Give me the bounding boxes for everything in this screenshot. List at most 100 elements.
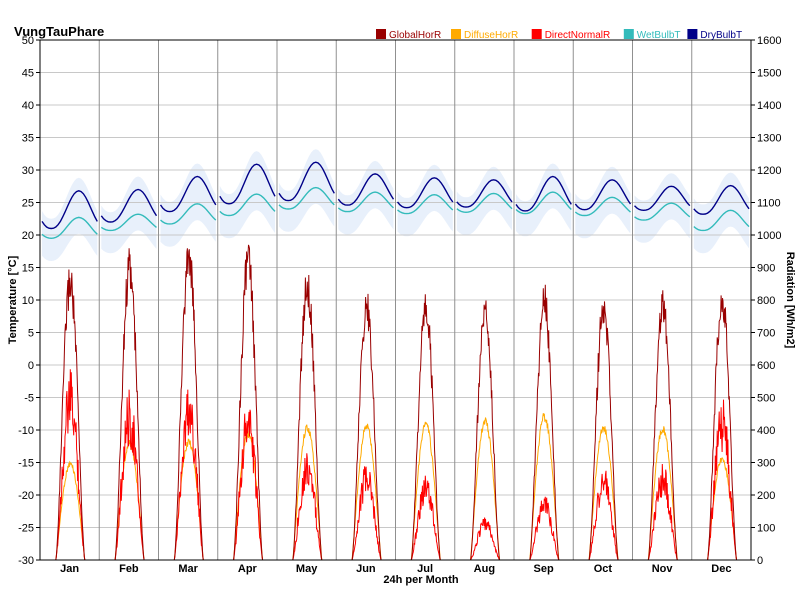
x-tick-label: Dec [711, 563, 731, 575]
series-line-wetbulbt [515, 191, 572, 215]
y-tick-label-right: 200 [757, 490, 775, 502]
series-line-globalhorr [42, 269, 98, 561]
y-tick-label-right: 1300 [757, 133, 781, 145]
y-tick-label-left: 20 [22, 230, 34, 242]
y-tick-label-left: -30 [18, 555, 34, 567]
x-tick-label: Sep [534, 563, 554, 575]
legend-swatch [687, 29, 698, 39]
series-line-directnormalr [634, 463, 690, 561]
series-line-diffusehorr [516, 413, 572, 561]
y-tick-label-left: -20 [18, 490, 34, 502]
y-tick-label-left: 40 [22, 100, 34, 112]
series-line-globalhorr [516, 284, 572, 561]
x-tick-label: Feb [119, 563, 139, 575]
series-line-drybulbt [574, 179, 632, 211]
series-line-diffusehorr [634, 426, 690, 561]
legend-label: DiffuseHorR [464, 30, 518, 41]
legend-item-wetbulbt: WetBulbT [623, 29, 681, 41]
temperature-range-band [219, 151, 275, 239]
y-tick-label-left: -10 [18, 425, 34, 437]
series-line-drybulbt [41, 190, 98, 230]
series-line-wetbulbt [160, 203, 217, 225]
y-tick-label-left: 0 [28, 360, 34, 372]
x-tick-label: Aug [474, 563, 495, 575]
series-line-drybulbt [159, 175, 217, 213]
legend-item-diffusehorr: DiffuseHorR [451, 29, 518, 41]
series-line-globalhorr [101, 248, 157, 561]
x-tick-label: Jun [356, 563, 376, 575]
y-tick-label-left: 10 [22, 295, 34, 307]
series-line-globalhorr [693, 295, 749, 561]
chart-title: VungTauPhare [14, 24, 104, 39]
series-line-drybulbt [396, 177, 454, 209]
legend-item-drybulbt: DryBulbT [687, 29, 742, 41]
series-line-directnormalr [456, 517, 512, 561]
y-tick-label-right: 400 [757, 425, 775, 437]
series-line-drybulbt [515, 175, 572, 212]
x-tick-label: Oct [594, 563, 613, 575]
series-line-wetbulbt [456, 192, 513, 214]
series-line-directnormalr [160, 389, 216, 561]
y-tick-label-left: 15 [22, 263, 34, 275]
y-tick-label-right: 600 [757, 360, 775, 372]
legend-swatch [623, 29, 634, 39]
series-line-wetbulbt [100, 213, 157, 232]
series-line-globalhorr [219, 244, 275, 561]
y-tick-label-right: 1600 [757, 35, 781, 47]
series-line-wetbulbt [278, 186, 335, 210]
y-tick-label-left: 30 [22, 165, 34, 177]
y-tick-label-right: 300 [757, 458, 775, 470]
y-tick-label-right: 1100 [757, 198, 781, 210]
y-tick-label-right: 1000 [757, 230, 781, 242]
y-tick-label-right: 0 [757, 555, 763, 567]
temperature-range-band [693, 172, 749, 254]
series-line-wetbulbt [693, 209, 750, 232]
x-tick-label: May [296, 563, 318, 575]
y-tick-label-right: 900 [757, 263, 775, 275]
legend-swatch [451, 29, 461, 39]
series-line-wetbulbt [337, 191, 394, 213]
y-tick-label-right: 100 [757, 523, 775, 535]
series-line-directnormalr [516, 496, 572, 561]
y-tick-label-right: 800 [757, 295, 775, 307]
x-axis-label: 24h per Month [383, 574, 458, 586]
y-tick-label-left: -15 [18, 458, 34, 470]
series-line-directnormalr [397, 475, 453, 561]
series-line-wetbulbt [634, 202, 691, 221]
series-line-diffusehorr [279, 424, 335, 561]
y-tick-label-left: 45 [22, 68, 34, 80]
x-tick-label: Jan [60, 563, 79, 575]
temperature-range-band [516, 163, 572, 237]
series-line-diffusehorr [575, 426, 631, 561]
y-tick-label-left: 35 [22, 133, 34, 145]
y-tick-label-right: 1500 [757, 68, 781, 80]
legend-label: DirectNormalR [545, 30, 611, 41]
y-tick-label-right: 1400 [757, 100, 781, 112]
series-line-wetbulbt [41, 216, 98, 240]
legend-swatch [531, 29, 542, 39]
series-line-drybulbt [100, 188, 158, 223]
series-line-directnormalr [575, 470, 631, 561]
series-line-globalhorr [575, 301, 631, 561]
y-tick-label-left: -5 [24, 393, 34, 405]
legend-swatch [376, 29, 386, 39]
y-tick-label-left: 5 [28, 328, 34, 340]
y-axis-label-right: Radiation [Wh/m2] [784, 252, 796, 349]
legend-item-directnormalr: DirectNormalR [531, 29, 611, 41]
temperature-range-band [160, 163, 216, 247]
y-tick-label-right: 700 [757, 328, 775, 340]
series-line-directnormalr [42, 369, 98, 561]
x-tick-label: Mar [178, 563, 198, 575]
series-line-directnormalr [693, 399, 749, 561]
series-line-diffusehorr [397, 421, 453, 561]
series-line-globalhorr [160, 248, 216, 561]
series-line-globalhorr [338, 293, 394, 561]
series-line-globalhorr [634, 290, 690, 561]
series-layer [41, 161, 750, 561]
legend-label: GlobalHorR [389, 30, 441, 41]
series-line-directnormalr [101, 389, 157, 561]
y-tick-label-right: 1200 [757, 165, 781, 177]
series-line-directnormalr [338, 466, 394, 561]
x-tick-label: Jul [417, 563, 433, 575]
series-line-globalhorr [279, 274, 335, 561]
